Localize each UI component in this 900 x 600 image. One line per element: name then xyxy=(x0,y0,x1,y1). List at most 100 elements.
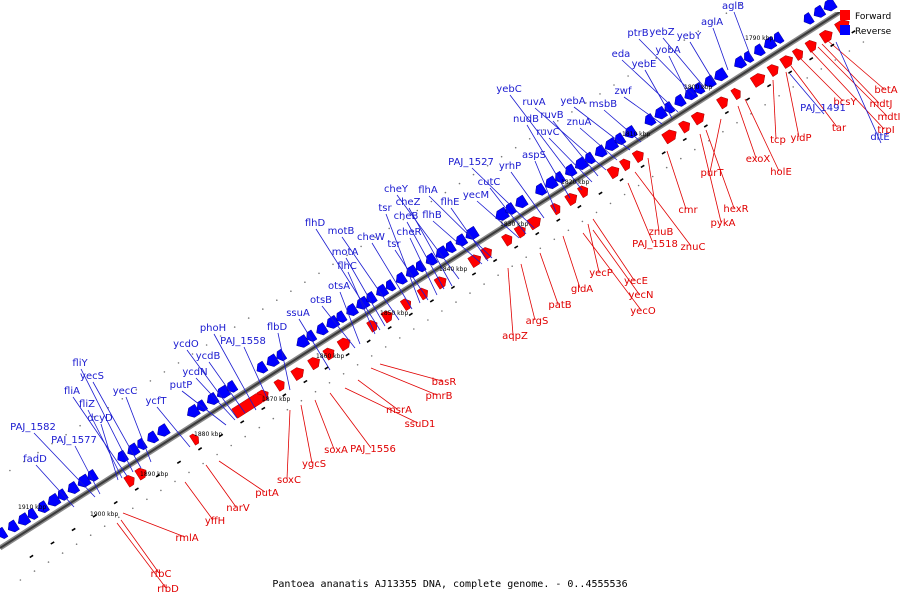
reverse-gene-label: tsr xyxy=(387,239,401,250)
forward-gene-16 xyxy=(564,193,578,207)
scale-dot xyxy=(290,290,292,293)
forward-leader-line xyxy=(329,392,372,449)
forward-gene-1 xyxy=(818,30,833,44)
forward-leader-line xyxy=(184,481,214,521)
scale-dot xyxy=(356,364,359,366)
reverse-gene-65 xyxy=(763,35,778,50)
forward-leader-line xyxy=(821,43,880,104)
reverse-gene-25 xyxy=(316,322,329,336)
reverse-gene-label: PAJ_1582 xyxy=(10,422,56,433)
scale-dot xyxy=(65,433,67,436)
scale-dot xyxy=(399,337,401,339)
marker-tick xyxy=(535,231,540,236)
marker-tick xyxy=(218,433,224,438)
forward-gene-10 xyxy=(678,120,691,134)
reverse-gene-label: fadD xyxy=(23,454,47,465)
forward-leader-line xyxy=(344,387,419,424)
scale-dot xyxy=(637,184,640,187)
marker-tick xyxy=(29,554,34,559)
forward-leader-line xyxy=(205,464,237,508)
scale-dot xyxy=(764,104,766,106)
reverse-gene-30 xyxy=(366,290,378,304)
scale-dot xyxy=(342,373,345,375)
scale-dot xyxy=(346,254,348,257)
marker-tick xyxy=(197,447,203,451)
scale-dot xyxy=(585,102,587,104)
reverse-gene-label: yebY xyxy=(677,31,702,42)
forward-gene-11 xyxy=(661,129,677,145)
marker-tick xyxy=(703,124,708,128)
scale-dot xyxy=(177,362,180,364)
scale-dot xyxy=(300,399,303,402)
reverse-gene-50 xyxy=(594,144,608,158)
reverse-leader-line xyxy=(689,41,715,83)
forward-leader-line xyxy=(744,98,780,172)
forward-gene-label: mdtI xyxy=(878,112,900,123)
forward-gene-label: holE xyxy=(770,167,792,178)
reverse-leader-line xyxy=(371,242,413,310)
forward-leader-line xyxy=(772,79,777,140)
scale-dot xyxy=(792,86,794,88)
scale-dot xyxy=(205,344,208,346)
forward-gene-21 xyxy=(479,247,492,260)
reverse-leader-line xyxy=(534,107,607,171)
scale-dot xyxy=(528,138,531,140)
reverse-gene-49 xyxy=(584,151,597,165)
forward-gene-label: rfbD xyxy=(157,584,179,595)
forward-gene-label: cmr xyxy=(678,205,698,216)
reverse-gene-label: otsA xyxy=(328,281,350,292)
kbp-tick-label: 1850 kbp xyxy=(380,310,408,317)
scale-dot xyxy=(33,570,36,572)
marker-tick xyxy=(303,379,308,384)
reverse-gene-label: ptrB xyxy=(627,28,648,39)
reverse-leader-line xyxy=(409,237,438,296)
reverse-gene-label: cheR xyxy=(397,227,422,238)
reverse-gene-label: motA xyxy=(332,247,359,258)
reverse-leader-line xyxy=(321,305,356,349)
reverse-leader-line xyxy=(471,167,535,229)
reverse-leader-line xyxy=(208,361,246,414)
marker-tick xyxy=(324,366,329,370)
reverse-gene-47 xyxy=(565,163,578,177)
reverse-gene-label: motB xyxy=(328,226,355,237)
reverse-gene-3 xyxy=(27,507,39,520)
scale-dot xyxy=(444,191,447,194)
scale-dot xyxy=(413,328,415,330)
forward-leader-line xyxy=(627,182,654,244)
scale-dot xyxy=(455,301,457,303)
reverse-gene-label: yrhP xyxy=(499,161,521,172)
forward-gene-label: purT xyxy=(701,168,725,179)
reverse-gene-33 xyxy=(395,271,408,285)
kbp-tick-label: 1810 kbp xyxy=(622,131,650,138)
reverse-leader-line xyxy=(548,137,593,183)
scale-dot xyxy=(595,211,598,214)
reverse-gene-label: ycdB xyxy=(196,351,221,362)
forward-gene-label: betA xyxy=(874,85,897,96)
reverse-gene-label: aspS xyxy=(522,150,546,161)
reverse-gene-42 xyxy=(505,202,518,215)
scale-dot xyxy=(89,534,92,536)
forward-gene-label: ygcS xyxy=(302,459,326,470)
forward-leader-line xyxy=(647,157,660,232)
reverse-leader-line xyxy=(712,27,729,71)
reverse-gene-label: fliA xyxy=(64,386,80,397)
reverse-leader-line xyxy=(195,377,236,421)
reverse-leader-line xyxy=(80,368,134,473)
reverse-gene-60 xyxy=(704,74,717,88)
marker-tick xyxy=(176,460,182,464)
forward-leader-line xyxy=(709,118,722,173)
reverse-leader-line xyxy=(489,187,527,235)
forward-gene-6 xyxy=(749,73,766,88)
reverse-leader-line xyxy=(341,236,400,321)
reverse-gene-label: msbB xyxy=(589,99,617,110)
marker-tick xyxy=(366,339,371,343)
forward-leader-line xyxy=(539,252,559,305)
forward-gene-label: tcp xyxy=(770,135,786,146)
forward-leader-line xyxy=(300,404,313,464)
reverse-gene-label: yecC xyxy=(113,386,138,397)
forward-leader-line xyxy=(799,57,844,102)
marker-tick xyxy=(450,285,456,290)
reverse-gene-label: PAJ_1577 xyxy=(51,435,97,446)
forward-gene-25 xyxy=(399,298,412,312)
marker-tick xyxy=(92,514,97,518)
